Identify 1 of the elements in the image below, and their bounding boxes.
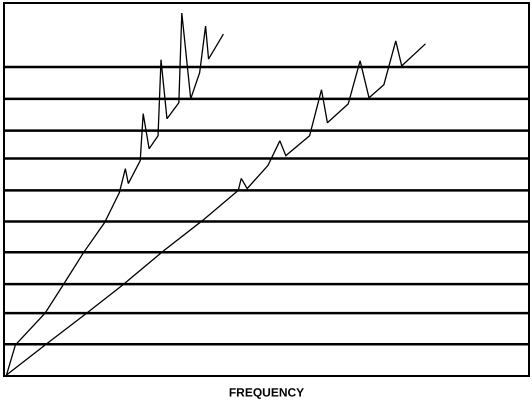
x-axis-title: FREQUENCY (228, 385, 304, 400)
